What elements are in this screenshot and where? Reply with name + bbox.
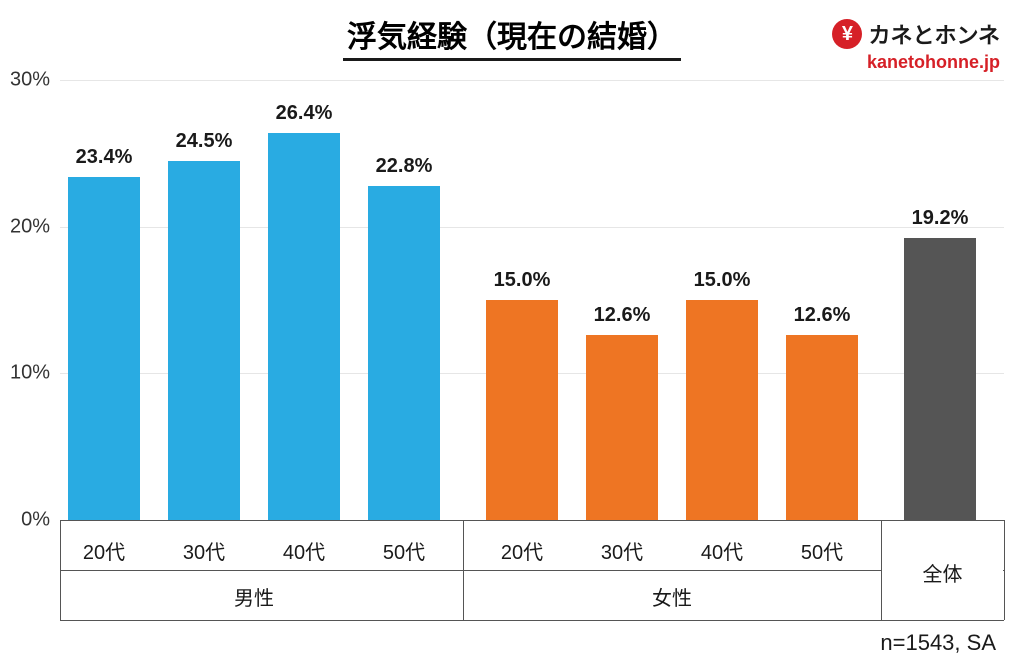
bar-value-label: 15.0% [662,269,782,292]
bar [168,161,240,520]
x-category-label: 40代 [701,536,743,565]
bar [368,186,440,520]
bar [486,300,558,520]
y-tick-label: 20% [10,215,60,238]
x-category-label: 50代 [801,536,843,565]
bar-value-label: 12.6% [762,304,882,327]
y-tick-label: 30% [10,69,60,92]
x-group-label: 女性 [652,582,692,611]
x-category-label: 30代 [183,536,225,565]
x-category-label: 40代 [283,536,325,565]
axis-separator [463,520,464,620]
chart-title-text: 浮気経験（現在の結婚） [343,21,681,61]
x-group-label: 全体 [923,558,963,587]
x-category-label: 50代 [383,536,425,565]
x-group-label: 男性 [234,582,274,611]
bar [268,133,340,520]
footnote: n=1543, SA [880,630,996,656]
y-tick-label: 0% [21,509,60,532]
bar [786,335,858,520]
chart-container: 浮気経験（現在の結婚） ¥ カネとホンネ kanetohonne.jp 0%10… [0,0,1024,668]
brand-block: ¥ カネとホンネ kanetohonne.jp [832,18,1000,73]
y-tick-label: 10% [10,362,60,385]
brand-url: kanetohonne.jp [832,52,1000,73]
bar-value-label: 19.2% [880,207,1000,230]
brand-row: ¥ カネとホンネ [832,18,1000,50]
x-category-label: 20代 [501,536,543,565]
bar-value-label: 22.8% [344,155,464,178]
gridline [60,80,1004,81]
brand-name: カネとホンネ [868,18,1000,50]
yen-logo-icon: ¥ [832,19,862,49]
bar-value-label: 12.6% [562,304,682,327]
bar [686,300,758,520]
bar [68,177,140,520]
bar [586,335,658,520]
gridline [60,520,1004,521]
bar-value-label: 15.0% [462,269,582,292]
axis-line [60,620,1004,621]
bar-value-label: 26.4% [244,102,364,125]
bar [904,238,976,520]
plot-area: 0%10%20%30%23.4%20代24.5%30代26.4%40代22.8%… [60,80,1004,520]
axis-separator [1004,520,1005,620]
x-category-label: 20代 [83,536,125,565]
bar-value-label: 24.5% [144,130,264,153]
x-category-label: 30代 [601,536,643,565]
axis-line [60,570,1004,571]
